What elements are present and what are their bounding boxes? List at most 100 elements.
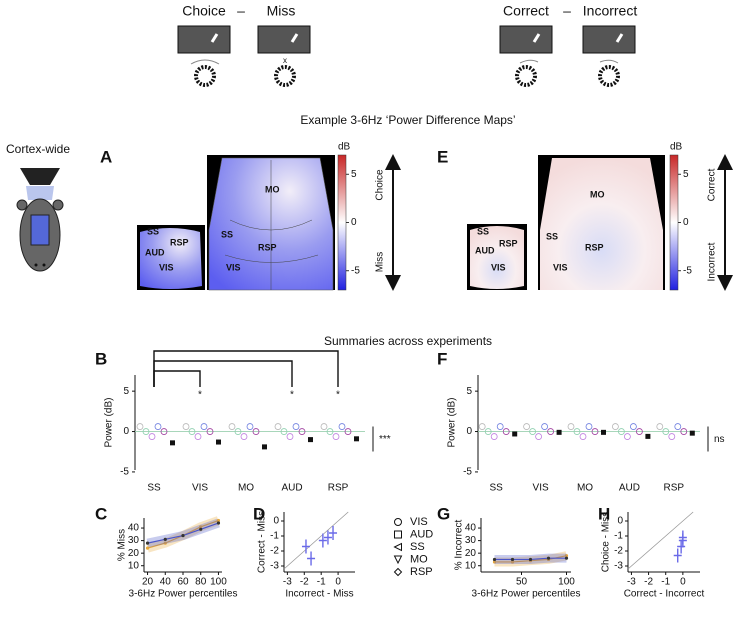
unity-line bbox=[283, 511, 349, 570]
x-tick-label: 0 bbox=[335, 577, 341, 588]
y-tick-label: -3 bbox=[614, 561, 623, 572]
top-label: Incorrect bbox=[583, 3, 638, 19]
experiment-dot bbox=[228, 423, 236, 430]
experiment-dot bbox=[252, 428, 260, 435]
panel-letter: D bbox=[253, 504, 265, 523]
experiment-dot bbox=[624, 433, 631, 440]
significance-label: * bbox=[290, 390, 294, 401]
y-tick-label: 30 bbox=[465, 535, 477, 546]
colorbar-tick-label: 0 bbox=[351, 217, 357, 228]
arrow-label: Choice bbox=[375, 169, 386, 201]
significance-label: * bbox=[198, 390, 202, 401]
data-point bbox=[307, 551, 316, 566]
mean-marker bbox=[354, 436, 359, 442]
experiment-dot bbox=[662, 428, 670, 435]
error-band bbox=[146, 518, 220, 548]
x-tick-label: -2 bbox=[644, 577, 653, 588]
data-point bbox=[677, 539, 686, 554]
x-axis-label: Correct - Incorrect bbox=[624, 589, 705, 600]
region-label: RSP bbox=[258, 242, 277, 252]
experiment-dot bbox=[612, 423, 619, 430]
y-tick-label: -3 bbox=[270, 561, 279, 572]
experiment-dot bbox=[547, 428, 554, 435]
top-label: Miss bbox=[267, 3, 296, 19]
mean-marker bbox=[216, 439, 221, 445]
series-point bbox=[510, 560, 515, 564]
experiment-dot bbox=[320, 423, 328, 430]
y-tick-label: 5 bbox=[466, 386, 472, 397]
mean-marker bbox=[262, 444, 267, 450]
colorbar bbox=[669, 154, 679, 291]
series-point bbox=[528, 557, 533, 562]
x-tick-label: 0 bbox=[680, 577, 686, 588]
series-point bbox=[492, 557, 497, 562]
colorbar-tick-label: 5 bbox=[351, 169, 357, 180]
experiment-dot bbox=[502, 428, 510, 435]
x-tick-label: 60 bbox=[177, 577, 189, 588]
experiment-dot bbox=[573, 428, 581, 435]
colorbar bbox=[337, 154, 347, 291]
x-axis-label: 3-6Hz Power percentiles bbox=[472, 589, 581, 600]
mean-marker bbox=[170, 440, 175, 446]
y-tick-label: 40 bbox=[465, 523, 477, 534]
experiment-dot bbox=[668, 433, 676, 440]
legend-label: RSP bbox=[410, 566, 433, 578]
x-tick-label: AUD bbox=[619, 483, 640, 494]
x-tick-label: 100 bbox=[558, 577, 575, 588]
experiment-dot bbox=[136, 423, 144, 430]
mean-marker bbox=[308, 437, 313, 443]
experiment-dot bbox=[579, 433, 587, 440]
experiment-dot bbox=[535, 433, 542, 440]
x-tick-label: RSP bbox=[664, 483, 685, 494]
experiment-dot bbox=[194, 433, 202, 440]
experiment-dot bbox=[154, 423, 162, 430]
colorbar-label: dB bbox=[670, 142, 683, 153]
series-point bbox=[163, 541, 167, 545]
region-label: SS bbox=[546, 231, 558, 241]
legend-marker bbox=[393, 542, 402, 552]
series-point bbox=[163, 537, 167, 541]
y-tick-label: 20 bbox=[465, 548, 477, 559]
colorbar-tick-label: 0 bbox=[683, 217, 689, 228]
panel-letter: G bbox=[437, 504, 450, 523]
region-label: RSP bbox=[585, 242, 604, 252]
experiment-dot bbox=[567, 423, 575, 430]
region-label: MO bbox=[265, 184, 280, 194]
experiment-dot bbox=[206, 428, 214, 435]
experiment-dot bbox=[338, 423, 346, 430]
region-label: SS bbox=[147, 226, 159, 236]
series-point bbox=[181, 533, 185, 538]
experiment-dot bbox=[280, 428, 288, 435]
panel-letter: H bbox=[598, 504, 610, 523]
y-tick-label: 5 bbox=[123, 386, 129, 397]
x-tick-label: -1 bbox=[317, 577, 326, 588]
series-point bbox=[546, 556, 551, 560]
data-point bbox=[678, 530, 687, 545]
legend-marker bbox=[394, 518, 402, 526]
stat-label: ns bbox=[714, 434, 725, 445]
y-tick-label: -2 bbox=[270, 546, 279, 557]
experiment-dot bbox=[496, 423, 504, 430]
data-point bbox=[323, 530, 332, 545]
series-point bbox=[216, 521, 221, 525]
x-axis-label: Incorrect - Miss bbox=[285, 589, 353, 600]
experiment-dot bbox=[618, 428, 625, 435]
x-tick-label: SS bbox=[490, 483, 504, 494]
summary-title: Summaries across experiments bbox=[324, 334, 492, 348]
x-tick-label: -3 bbox=[627, 577, 636, 588]
y-tick-label: 20 bbox=[128, 548, 140, 559]
series-point bbox=[564, 556, 569, 560]
region-label: SS bbox=[477, 226, 489, 236]
series-point bbox=[564, 554, 569, 558]
experiment-dot bbox=[674, 423, 682, 430]
arrow-label: Miss bbox=[375, 252, 386, 273]
experiment-dot bbox=[298, 428, 306, 435]
series-point bbox=[199, 525, 203, 529]
top-label: – bbox=[563, 3, 571, 19]
task-icons bbox=[177, 25, 636, 54]
experiment-dot bbox=[188, 428, 196, 435]
arrow-label: Incorrect bbox=[707, 242, 718, 281]
significance-bracket bbox=[153, 350, 339, 387]
x-tick-label: VIS bbox=[192, 483, 208, 494]
experiment-dot bbox=[274, 423, 282, 430]
